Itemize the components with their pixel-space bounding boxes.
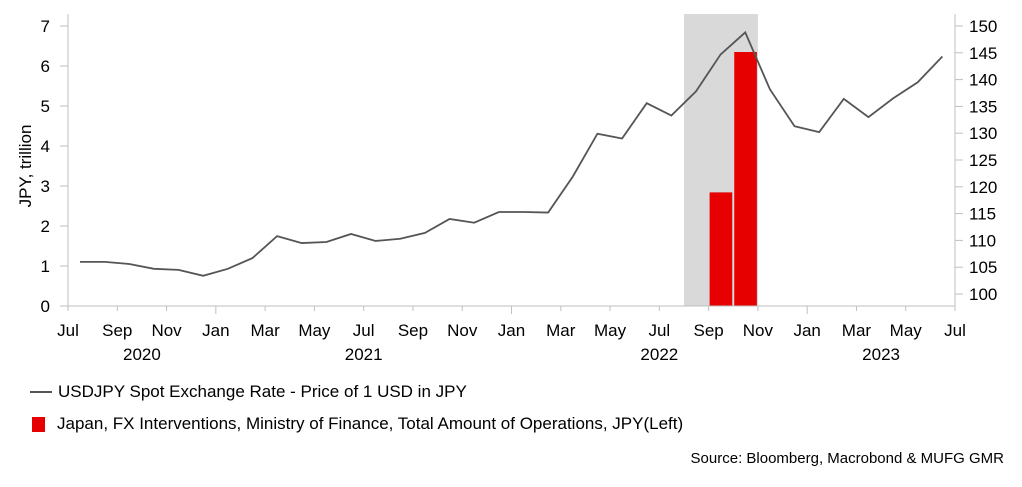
x-tick-label: May xyxy=(594,321,627,340)
x-tick-label: Sep xyxy=(693,321,723,340)
legend-item-line: USDJPY Spot Exchange Rate - Price of 1 U… xyxy=(30,382,467,402)
right-tick-label: 115 xyxy=(969,205,996,224)
x-year-label: 2021 xyxy=(345,345,383,364)
legend-bar-swatch xyxy=(32,416,45,432)
x-tick-label: Sep xyxy=(102,321,132,340)
bar-2022-10 xyxy=(734,52,757,306)
x-tick-label: May xyxy=(298,321,331,340)
x-year-label: 2020 xyxy=(123,345,161,364)
right-tick-label: 150 xyxy=(969,17,997,36)
x-tick-label: Nov xyxy=(743,321,774,340)
left-tick-label: 5 xyxy=(41,97,50,116)
right-tick-label: 125 xyxy=(969,151,997,170)
x-tick-label: Nov xyxy=(447,321,478,340)
x-tick-label: Jan xyxy=(793,321,820,340)
usdjpy-line xyxy=(80,30,944,277)
x-year-label: 2023 xyxy=(862,345,900,364)
x-tick-label: Jan xyxy=(202,321,229,340)
right-tick-label: 110 xyxy=(969,231,996,250)
x-tick-label: Mar xyxy=(842,321,872,340)
x-tick-label: Jul xyxy=(353,321,375,340)
x-tick-label: May xyxy=(890,321,923,340)
x-tick-label: Nov xyxy=(151,321,182,340)
left-tick-label: 0 xyxy=(41,297,50,316)
legend-label-bar: Japan, FX Interventions, Ministry of Fin… xyxy=(57,414,684,433)
legend-line-swatch xyxy=(30,391,52,393)
x-tick-label: Jul xyxy=(648,321,670,340)
left-tick-label: 2 xyxy=(41,217,50,236)
x-tick-label: Jul xyxy=(944,321,966,340)
x-tick-label: Mar xyxy=(546,321,576,340)
bar-2022-09 xyxy=(709,192,733,306)
line-series xyxy=(80,30,944,277)
right-tick-label: 130 xyxy=(969,124,997,143)
x-tick-label: Jan xyxy=(498,321,525,340)
left-tick-label: 1 xyxy=(41,257,50,276)
right-tick-label: 105 xyxy=(969,258,997,277)
left-tick-label: 6 xyxy=(41,57,50,76)
left-tick-label: 7 xyxy=(41,17,50,36)
left-tick-label: 4 xyxy=(41,137,50,156)
right-tick-label: 145 xyxy=(969,44,997,63)
right-axis: 100 105 110 115 120 125 130 135 140 145 150 xyxy=(954,14,997,310)
x-tick-label: Mar xyxy=(250,321,280,340)
x-axis: Jul Sep Nov Jan Mar May Jul Sep Nov Jan Mar May Jul S… xyxy=(57,305,966,364)
right-tick-label: 120 xyxy=(969,178,997,197)
legend-item-bar: Japan, FX Interventions, Ministry of Fin… xyxy=(30,414,683,434)
bar-series xyxy=(709,52,757,306)
left-axis-title: JPY, trillion xyxy=(16,125,35,208)
left-axis: 0 1 2 3 4 5 6 7 xyxy=(41,14,69,316)
x-tick-label: Jul xyxy=(57,321,79,340)
x-year-label: 2022 xyxy=(640,345,678,364)
source-note: Source: Bloomberg, Macrobond & MUFG GMR xyxy=(690,450,1004,467)
right-tick-label: 135 xyxy=(969,97,997,116)
legend-label-line: USDJPY Spot Exchange Rate - Price of 1 U… xyxy=(58,382,467,401)
right-tick-label: 140 xyxy=(969,71,997,90)
right-tick-label: 100 xyxy=(969,285,997,304)
x-tick-label: Sep xyxy=(398,321,428,340)
left-tick-label: 3 xyxy=(41,177,50,196)
